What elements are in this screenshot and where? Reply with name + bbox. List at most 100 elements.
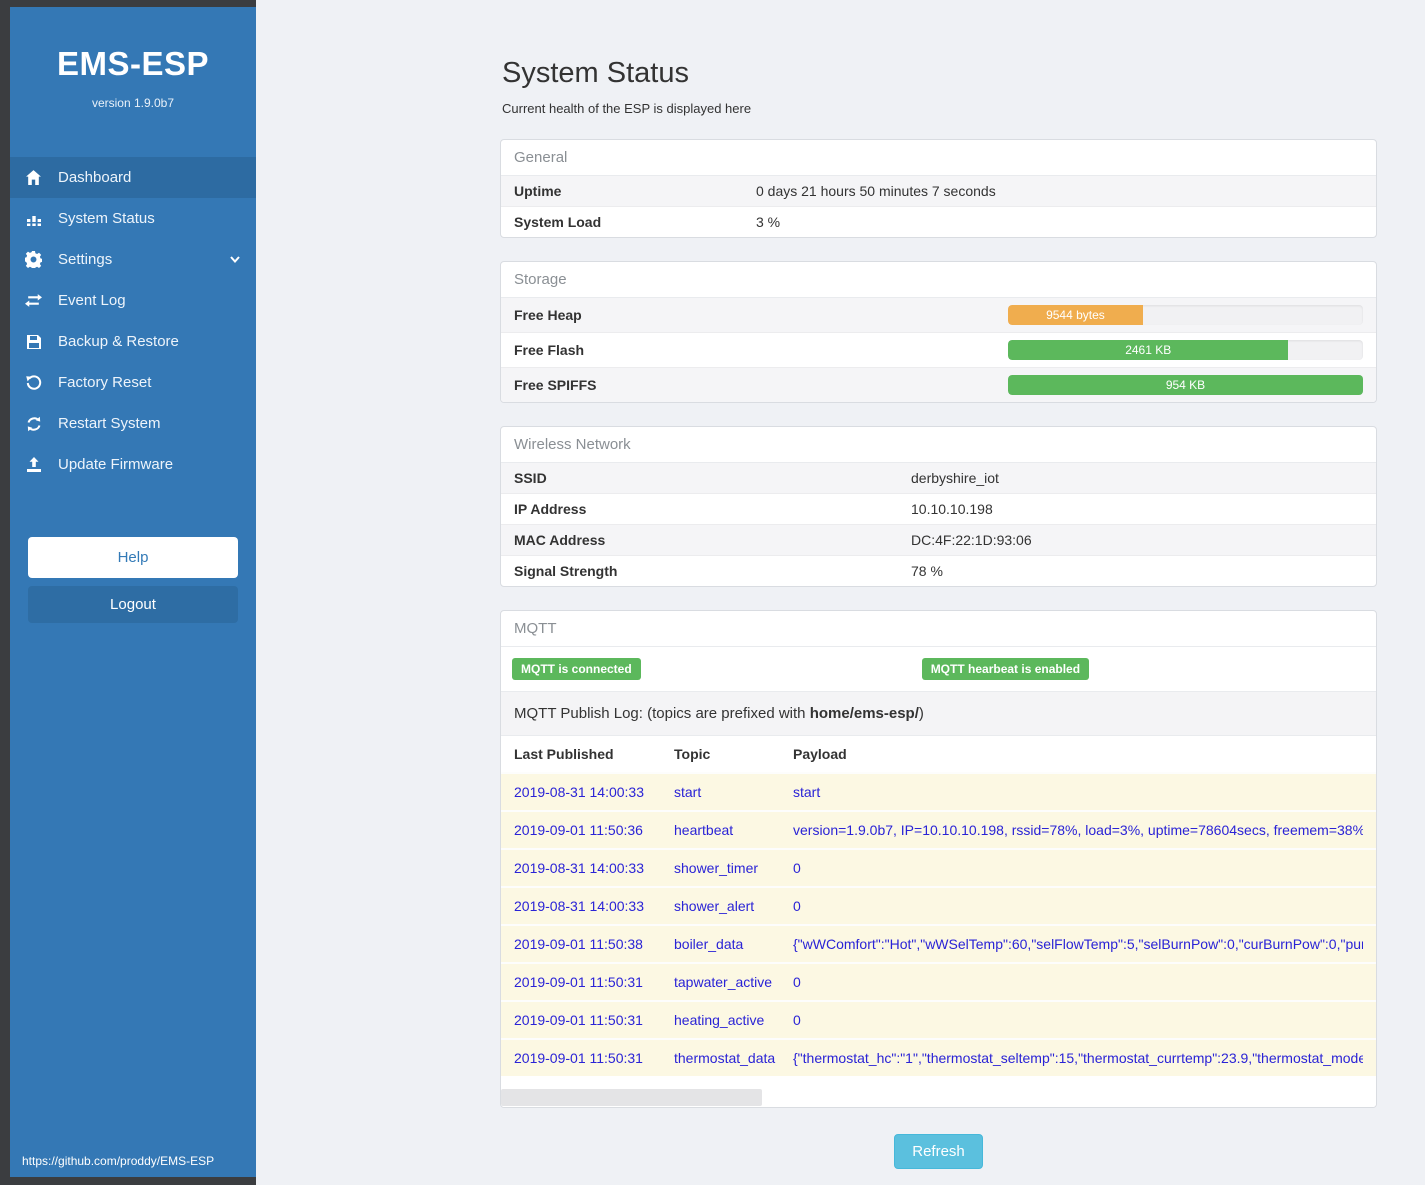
sidebar-item-event-log[interactable]: Event Log — [10, 280, 256, 321]
sidebar-item-label: Factory Reset — [58, 374, 152, 391]
sidebar-item-label: System Status — [58, 210, 155, 227]
free-flash-progress-label: 2461 KB — [1125, 343, 1172, 357]
log-payload: {"wWComfort":"Hot","wWSelTemp":60,"selFl… — [793, 936, 1363, 952]
sidebar-frame: EMS-ESP version 1.9.0b7 Dashboard System… — [0, 0, 256, 1185]
gear-icon — [24, 251, 43, 268]
sidebar-item-system-status[interactable]: System Status — [10, 198, 256, 239]
log-topic: shower_timer — [674, 860, 759, 876]
refresh-button[interactable]: Refresh — [894, 1134, 983, 1169]
sidebar-item-settings[interactable]: Settings — [10, 239, 256, 280]
page-title: System Status — [502, 57, 689, 89]
log-topic: start — [674, 784, 702, 800]
free-spiffs-label: Free SPIFFS — [514, 377, 597, 393]
github-link[interactable]: https://github.com/proddy/EMS-ESP — [22, 1154, 215, 1168]
free-flash-progress-fill: 2461 KB — [1008, 340, 1289, 360]
table-row: 2019-08-31 14:00:33 shower_timer 0 — [501, 848, 1376, 886]
page-subtitle: Current health of the ESP is displayed h… — [502, 101, 752, 116]
mqtt-status-row: MQTT is connected MQTT hearbeat is enabl… — [501, 647, 1376, 691]
ip-address-label: IP Address — [514, 501, 587, 517]
undo-icon — [24, 374, 43, 391]
sidebar-nav: Dashboard System Status Settings — [10, 157, 256, 485]
log-payload: 0 — [793, 974, 801, 990]
free-flash-row: Free Flash 2461 KB — [501, 332, 1376, 367]
sidebar-item-label: Settings — [58, 251, 113, 268]
sidebar-item-label: Event Log — [58, 292, 126, 309]
table-row: 2019-09-01 11:50:31 tapwater_active 0 — [501, 962, 1376, 1000]
publish-log-topic-prefix: home/ems-esp/ — [809, 705, 919, 722]
sidebar-item-factory-reset[interactable]: Factory Reset — [10, 362, 256, 403]
mqtt-panel-header: MQTT — [501, 611, 1376, 647]
ssid-row: SSID derbyshire_iot — [501, 463, 1376, 493]
log-date: 2019-09-01 11:50:38 — [514, 936, 643, 952]
home-icon — [24, 169, 43, 186]
system-load-row: System Load 3 % — [501, 206, 1376, 237]
log-date: 2019-09-01 11:50:31 — [514, 1012, 643, 1028]
log-date: 2019-09-01 11:50:31 — [514, 974, 643, 990]
table-row: 2019-09-01 11:50:31 heating_active 0 — [501, 1000, 1376, 1038]
system-status-icon — [24, 211, 43, 227]
free-heap-progress: 9544 bytes — [1008, 305, 1363, 325]
mac-address-row: MAC Address DC:4F:22:1D:93:06 — [501, 524, 1376, 555]
log-date: 2019-08-31 14:00:33 — [514, 860, 644, 876]
horizontal-scrollbar[interactable] — [501, 1089, 1376, 1107]
sidebar-item-dashboard[interactable]: Dashboard — [10, 157, 256, 198]
system-load-value: 3 % — [756, 214, 781, 230]
log-topic: shower_alert — [674, 898, 755, 914]
column-payload: Payload — [793, 746, 847, 762]
uptime-row: Uptime 0 days 21 hours 50 minutes 7 seco… — [501, 176, 1376, 206]
app-version: version 1.9.0b7 — [91, 96, 175, 110]
log-payload: 0 — [793, 898, 801, 914]
free-heap-row: Free Heap 9544 bytes — [501, 298, 1376, 332]
horizontal-scrollbar-thumb[interactable] — [501, 1089, 762, 1106]
table-row: 2019-09-01 11:50:38 boiler_data {"wWComf… — [501, 924, 1376, 962]
publish-log-suffix: ) — [918, 705, 924, 722]
uptime-value: 0 days 21 hours 50 minutes 7 seconds — [756, 183, 996, 199]
mqtt-heartbeat-badge: MQTT hearbeat is enabled — [921, 658, 1090, 680]
free-spiffs-progress-fill: 954 KB — [1008, 375, 1363, 395]
wireless-panel: Wireless Network SSID derbyshire_iot IP … — [500, 426, 1377, 587]
signal-strength-label: Signal Strength — [514, 563, 618, 579]
upload-icon — [24, 456, 43, 473]
column-last-published: Last Published — [514, 746, 614, 762]
free-spiffs-progress-label: 954 KB — [1165, 378, 1206, 392]
free-heap-label: Free Heap — [514, 307, 582, 323]
log-date: 2019-08-31 14:00:33 — [514, 898, 644, 914]
app-title: EMS-ESP — [56, 45, 210, 82]
free-heap-progress-label: 9544 bytes — [1046, 308, 1105, 322]
content-column: System Status Current health of the ESP … — [500, 0, 1377, 1169]
log-payload: version=1.9.0b7, IP=10.10.10.198, rssid=… — [793, 822, 1363, 838]
sidebar-item-restart-system[interactable]: Restart System — [10, 403, 256, 444]
free-heap-progress-fill: 9544 bytes — [1008, 305, 1143, 325]
log-payload: 0 — [793, 1012, 801, 1028]
sidebar-item-update-firmware[interactable]: Update Firmware — [10, 444, 256, 485]
mqtt-log-header-row: Last Published Topic Payload — [501, 736, 1376, 772]
wireless-panel-header: Wireless Network — [501, 427, 1376, 463]
signal-strength-value: 78 % — [911, 563, 943, 579]
log-payload: 0 — [793, 860, 801, 876]
mac-address-value: DC:4F:22:1D:93:06 — [911, 532, 1032, 548]
mqtt-panel: MQTT MQTT is connected MQTT hearbeat is … — [500, 610, 1377, 1108]
log-topic: heating_active — [674, 1012, 765, 1028]
log-topic: heartbeat — [674, 822, 734, 838]
sidebar-item-label: Backup & Restore — [58, 333, 179, 350]
refresh-area: Refresh — [500, 1134, 1377, 1169]
uptime-label: Uptime — [514, 183, 562, 199]
sidebar-item-backup-restore[interactable]: Backup & Restore — [10, 321, 256, 362]
chevron-down-icon — [229, 252, 241, 269]
table-row: 2019-08-31 14:00:33 start start — [501, 772, 1376, 810]
log-topic: boiler_data — [674, 936, 744, 952]
table-row: 2019-09-01 11:50:36 heartbeat version=1.… — [501, 810, 1376, 848]
sidebar-item-label: Update Firmware — [58, 456, 174, 473]
logout-button[interactable]: Logout — [28, 586, 238, 623]
log-date: 2019-08-31 14:00:33 — [514, 784, 644, 800]
column-topic: Topic — [674, 746, 711, 762]
sidebar-item-label: Restart System — [58, 415, 161, 432]
publish-log-text: MQTT Publish Log: (topics are prefixed w… — [514, 705, 810, 722]
mac-address-label: MAC Address — [514, 532, 606, 548]
main-area: System Status Current health of the ESP … — [256, 0, 1425, 1185]
help-button[interactable]: Help — [28, 537, 238, 578]
free-flash-label: Free Flash — [514, 342, 585, 358]
save-icon — [24, 334, 43, 350]
ip-address-value: 10.10.10.198 — [911, 501, 993, 517]
free-flash-progress: 2461 KB — [1008, 340, 1363, 360]
